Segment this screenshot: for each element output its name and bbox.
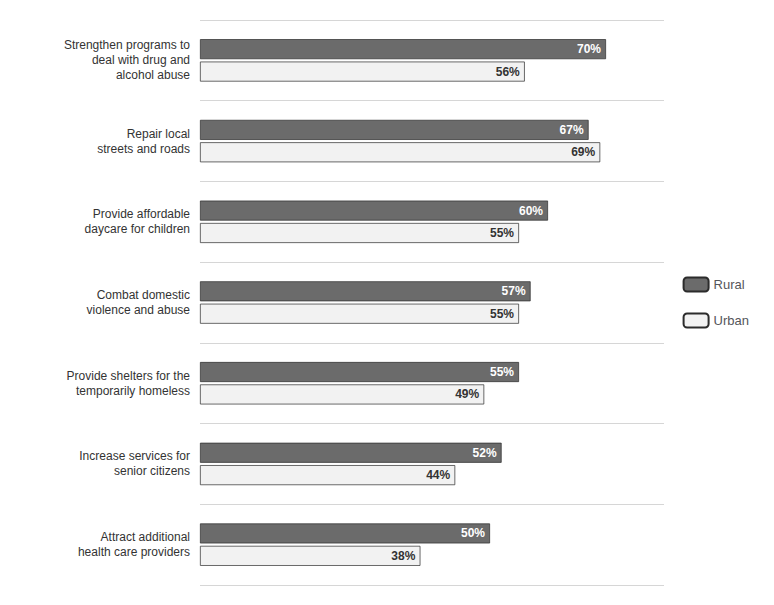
svg-text:Rural: Rural	[714, 277, 745, 292]
svg-text:56%: 56%	[496, 65, 520, 79]
svg-text:49%: 49%	[455, 387, 479, 401]
svg-text:health care providers: health care providers	[78, 545, 190, 559]
svg-text:Provide affordable: Provide affordable	[93, 207, 191, 221]
svg-text:60%: 60%	[519, 204, 543, 218]
svg-text:55%: 55%	[490, 365, 514, 379]
svg-text:55%: 55%	[490, 226, 514, 240]
svg-text:55%: 55%	[490, 307, 514, 321]
svg-text:67%: 67%	[560, 123, 584, 137]
svg-text:50%: 50%	[461, 526, 485, 540]
svg-text:57%: 57%	[502, 284, 526, 298]
svg-text:Increase services for: Increase services for	[79, 449, 190, 463]
svg-text:69%: 69%	[571, 145, 595, 159]
svg-text:Provide shelters for the: Provide shelters for the	[67, 369, 191, 383]
svg-text:Repair local: Repair local	[127, 127, 190, 141]
svg-text:Strengthen programs to: Strengthen programs to	[64, 38, 190, 52]
svg-text:streets and roads: streets and roads	[97, 142, 190, 156]
svg-text:violence and abuse: violence and abuse	[87, 303, 191, 317]
svg-text:Urban: Urban	[714, 313, 749, 328]
svg-text:deal with drug and: deal with drug and	[92, 53, 190, 67]
svg-text:Combat domestic: Combat domestic	[97, 288, 190, 302]
svg-text:38%: 38%	[391, 549, 415, 563]
svg-text:Attract additional: Attract additional	[101, 530, 190, 544]
svg-text:52%: 52%	[473, 446, 497, 460]
svg-text:44%: 44%	[426, 468, 450, 482]
svg-text:senior citizens: senior citizens	[114, 464, 190, 478]
svg-text:70%: 70%	[577, 42, 601, 56]
svg-text:temporarily homeless: temporarily homeless	[76, 384, 190, 398]
svg-text:daycare for children: daycare for children	[85, 222, 190, 236]
svg-text:alcohol abuse: alcohol abuse	[116, 68, 190, 82]
